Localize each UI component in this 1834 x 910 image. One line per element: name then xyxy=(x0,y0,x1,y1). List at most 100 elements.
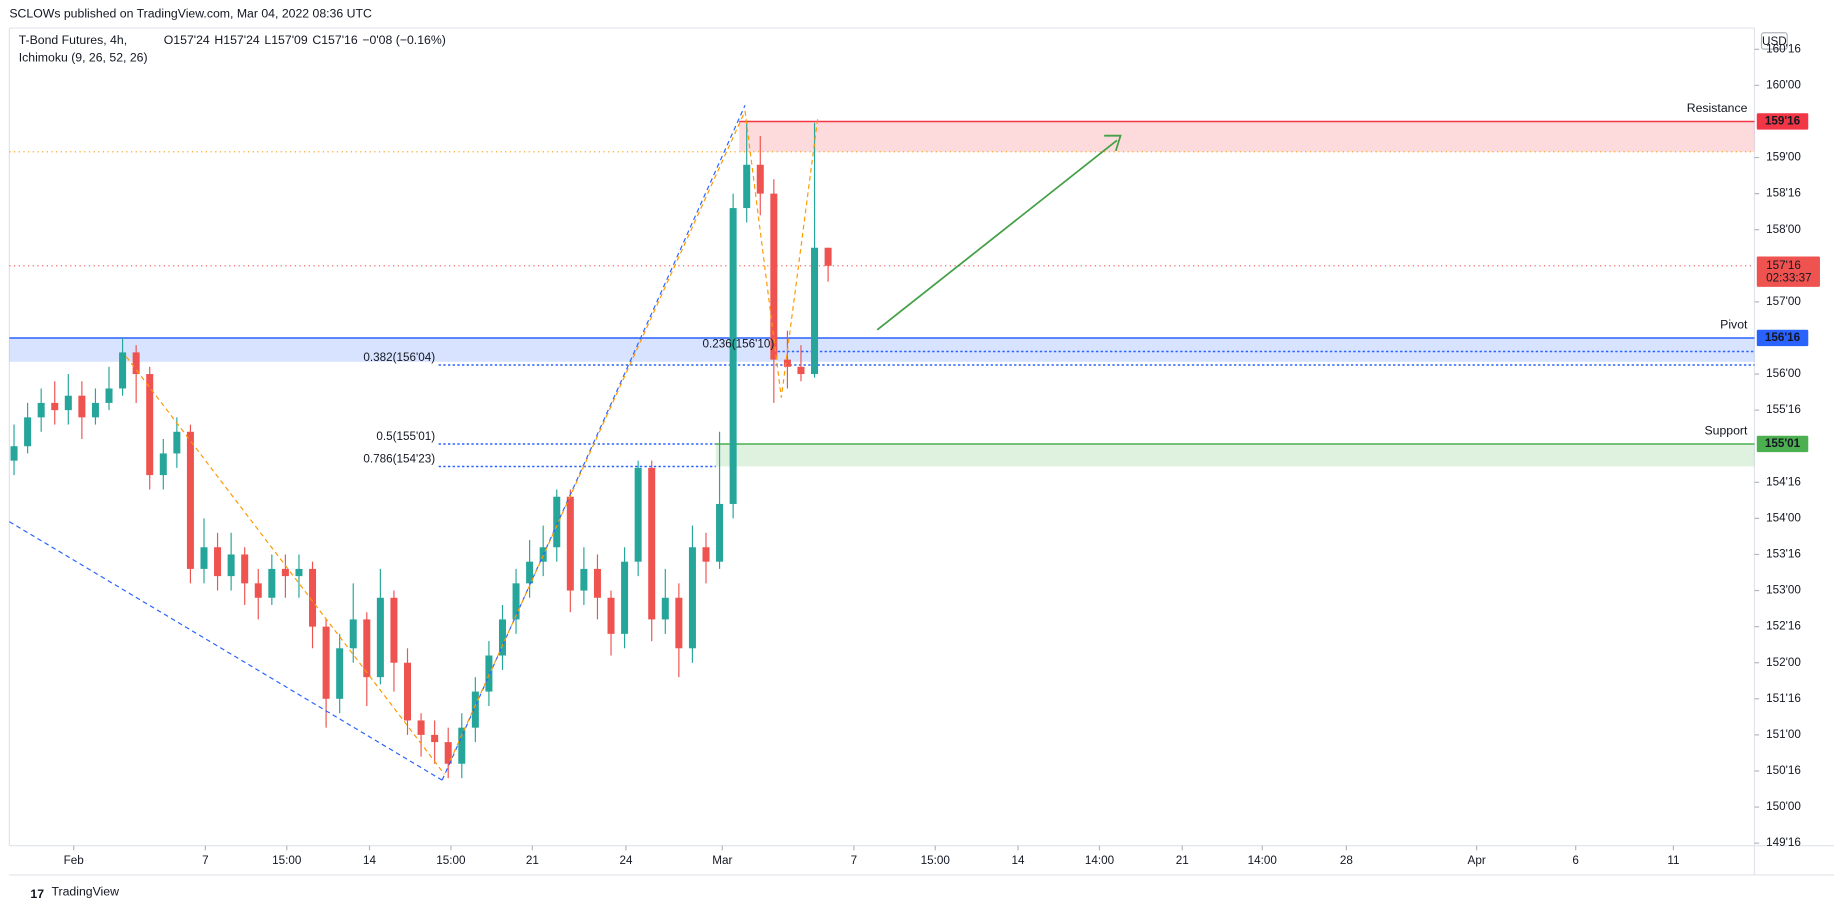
price-box-label: 155'01 xyxy=(1765,437,1801,450)
candle-body xyxy=(390,597,398,663)
fib-label: 0.786(154'23) xyxy=(363,453,435,466)
arrow-head xyxy=(1104,134,1122,152)
candle-body xyxy=(526,561,534,584)
level-zone xyxy=(715,443,1755,467)
candle-body xyxy=(607,597,615,634)
level-zone xyxy=(9,337,1755,362)
y-tick-label: 154'00 xyxy=(1766,511,1801,524)
candle-body xyxy=(824,247,832,266)
publish-note: SCLOWs published on TradingView.com, Mar… xyxy=(9,6,372,20)
candle-body xyxy=(688,547,696,649)
candle-body xyxy=(200,547,208,569)
candle-body xyxy=(471,691,479,728)
x-tick-label: 24 xyxy=(619,854,633,867)
candle-body xyxy=(498,619,506,656)
x-tick-label: 6 xyxy=(1572,854,1579,867)
candle-body xyxy=(349,619,357,649)
ohlc-key: L xyxy=(264,33,271,47)
candle-body xyxy=(485,655,493,692)
level-zone xyxy=(739,121,1755,152)
candle-body xyxy=(634,467,642,562)
x-tick-label: 7 xyxy=(851,854,858,867)
currency-box[interactable] xyxy=(1760,32,1788,50)
ohlc-key: H xyxy=(214,33,223,47)
price-box-label: 156'16 xyxy=(1765,331,1801,344)
candle-body xyxy=(336,648,344,699)
candle-body xyxy=(186,431,194,569)
y-tick-label: 152'00 xyxy=(1766,656,1801,669)
candle-body xyxy=(376,597,384,678)
price-box xyxy=(1756,329,1809,347)
ohlc-value: 157'09 xyxy=(271,33,308,47)
candle-body xyxy=(51,402,59,411)
y-tick-label: 155'16 xyxy=(1766,403,1801,416)
x-tick-label: Apr xyxy=(1468,854,1486,867)
last-price-box xyxy=(1756,256,1820,287)
candle-body xyxy=(743,164,751,209)
candle-body xyxy=(702,547,710,562)
y-tick-label: 159'00 xyxy=(1766,151,1801,164)
candle-body xyxy=(566,496,574,591)
trend-line xyxy=(125,356,445,775)
candle-body xyxy=(254,583,262,598)
x-tick-label: 14:00 xyxy=(1248,854,1278,867)
candle-body xyxy=(770,193,778,360)
trend-line xyxy=(9,521,443,781)
x-tick-label: 15:00 xyxy=(436,854,466,867)
candle-body xyxy=(241,554,249,584)
candle-body xyxy=(159,453,167,476)
candle-body xyxy=(797,366,805,375)
candle-body xyxy=(593,568,601,598)
y-tick-label: 150'16 xyxy=(1766,764,1801,777)
x-tick-label: 28 xyxy=(1340,854,1353,867)
y-tick-label: 152'16 xyxy=(1766,620,1801,633)
candle-body xyxy=(458,727,466,764)
y-tick-label: 157'00 xyxy=(1766,295,1801,308)
candle-body xyxy=(675,597,683,649)
y-tick-label: 160'00 xyxy=(1766,78,1801,91)
x-tick-label: Mar xyxy=(712,854,732,867)
x-tick-label: Feb xyxy=(64,854,85,867)
level-name: Support xyxy=(1704,423,1748,437)
candle-body xyxy=(281,568,289,577)
trend-line xyxy=(744,111,819,398)
candle-body xyxy=(363,619,371,678)
ohlc-value: 157'24 xyxy=(173,33,210,47)
candle-body xyxy=(756,164,764,194)
candle-body xyxy=(119,352,127,389)
y-tick-label: 151'16 xyxy=(1766,692,1801,705)
candle-body xyxy=(295,568,303,577)
candle-body xyxy=(322,626,330,699)
y-tick-label: 150'00 xyxy=(1766,800,1801,813)
x-tick-label: 21 xyxy=(526,854,539,867)
y-tick-label: 151'00 xyxy=(1766,728,1801,741)
candle-body xyxy=(173,431,181,454)
price-box xyxy=(1756,113,1809,130)
fib-label: 0.5(155'01) xyxy=(376,430,435,443)
currency: USD xyxy=(1762,35,1787,48)
candle-body xyxy=(648,467,656,620)
x-tick-label: 21 xyxy=(1176,854,1189,867)
y-tick-label: 158'00 xyxy=(1766,223,1801,236)
candle-body xyxy=(78,395,86,418)
candle-body xyxy=(716,503,724,562)
x-tick-label: 11 xyxy=(1667,854,1679,867)
x-tick-label: 15:00 xyxy=(272,854,302,867)
candle-body xyxy=(146,374,154,476)
candle-body xyxy=(64,395,72,411)
x-tick-label: 14:00 xyxy=(1085,854,1115,867)
candle-body xyxy=(431,734,439,743)
y-tick-label: 154'16 xyxy=(1766,475,1801,488)
change: −0'08 (−0.16%) xyxy=(362,33,446,47)
ohlc-key: C xyxy=(312,33,321,47)
y-tick-label: 153'16 xyxy=(1766,548,1801,561)
candle-body xyxy=(621,561,629,634)
y-tick-label: 153'00 xyxy=(1766,584,1801,597)
candle-body xyxy=(553,496,561,548)
y-tick-label: 158'16 xyxy=(1766,187,1801,200)
candle-body xyxy=(91,402,99,418)
candle-body xyxy=(444,742,452,764)
candle-body xyxy=(24,417,32,447)
candle-body xyxy=(512,583,520,620)
